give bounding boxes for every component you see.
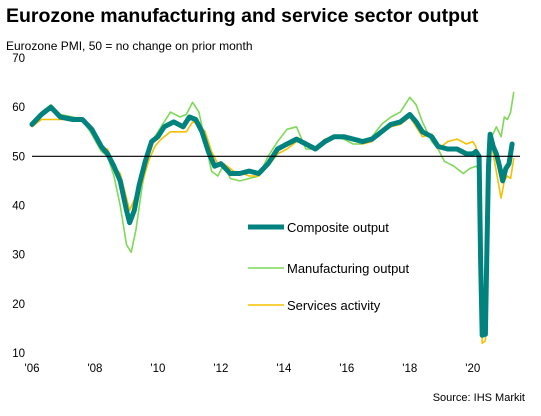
y-tick-label: 50: [12, 151, 25, 163]
x-tick-label: '10: [150, 363, 165, 375]
legend-label: Services activity: [287, 298, 381, 313]
y-tick-label: 10: [12, 348, 25, 360]
x-tick-label: '18: [402, 363, 417, 375]
y-tick-label: 40: [12, 201, 25, 213]
x-tick-label: '20: [465, 363, 480, 375]
y-axis-ticks: 10 20 30 40 50 60 70: [12, 53, 25, 360]
x-axis-ticks: '06 '08 '10 '12 '14 '16 '18 '20: [25, 363, 481, 375]
series-lines: [29, 91, 515, 344]
x-tick-label: '14: [276, 363, 292, 375]
legend: Composite output Manufacturing output Serv…: [248, 220, 410, 313]
x-tick-label: '08: [87, 363, 102, 375]
x-tick-label: '16: [339, 363, 354, 375]
y-tick-label: 70: [12, 53, 25, 65]
y-tick-label: 30: [12, 250, 25, 262]
x-tick-label: '06: [25, 363, 40, 375]
legend-label: Composite output: [287, 220, 389, 235]
chart-source: Source: IHS Markit: [432, 392, 525, 404]
x-tick-label: '12: [213, 363, 228, 375]
series-line-composite-output: [29, 104, 515, 338]
legend-label: Manufacturing output: [287, 261, 410, 276]
series-line-manufacturing-output: [31, 91, 515, 332]
y-tick-label: 60: [12, 102, 25, 114]
chart-subtitle: Eurozone PMI, 50 = no change on prior mo…: [6, 39, 253, 53]
chart-title: Eurozone manufacturing and service secto…: [6, 5, 479, 27]
y-tick-label: 20: [12, 299, 25, 311]
